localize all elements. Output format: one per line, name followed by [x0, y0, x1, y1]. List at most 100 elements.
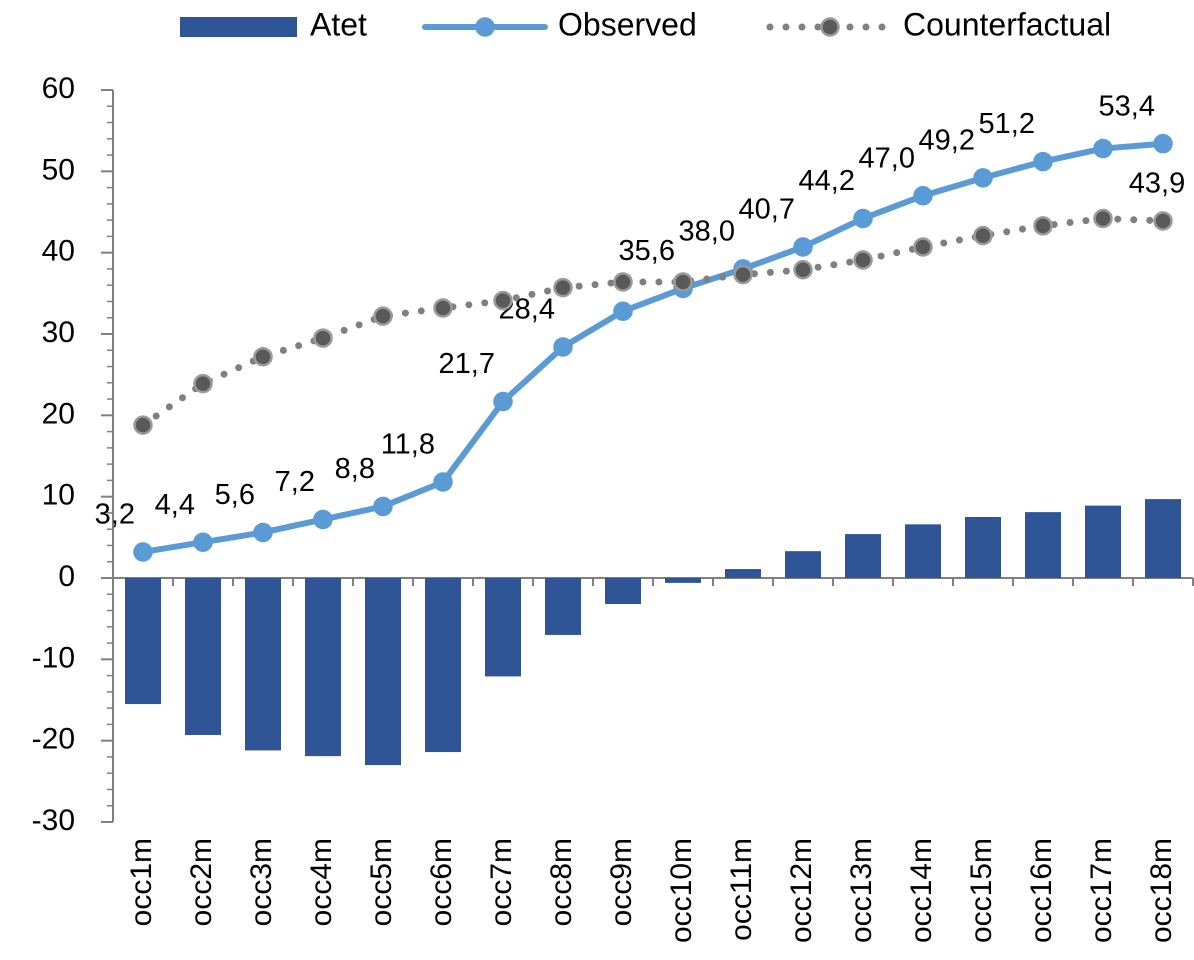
x-tick-label: occ17m — [1085, 838, 1118, 943]
x-tick-label: occ9m — [605, 838, 638, 926]
x-tick-label: occ16m — [1025, 838, 1058, 943]
marker — [613, 301, 633, 321]
marker — [433, 298, 453, 318]
x-tick-label: occ7m — [485, 838, 518, 926]
bar — [305, 578, 341, 757]
y-tick-label: 10 — [42, 479, 75, 512]
x-tick-label: occ15m — [965, 838, 998, 943]
data-label: 35,6 — [619, 235, 675, 267]
y-tick-label: 60 — [42, 72, 75, 105]
legend-swatch — [180, 17, 297, 37]
data-label: 11,8 — [381, 429, 435, 461]
data-label: 43,9 — [1129, 168, 1185, 200]
marker — [373, 496, 393, 517]
marker — [733, 264, 753, 285]
x-tick-label: occ18m — [1145, 838, 1178, 943]
y-tick-label: -20 — [32, 723, 75, 756]
marker — [1093, 208, 1113, 229]
marker — [1153, 133, 1173, 154]
bar — [365, 578, 401, 766]
marker — [133, 415, 153, 435]
bar — [725, 569, 761, 578]
data-label: 5,6 — [215, 479, 255, 511]
data-label: 40,7 — [739, 194, 795, 226]
marker — [973, 225, 993, 246]
y-tick-label: 30 — [42, 316, 75, 349]
marker — [553, 337, 573, 357]
legend-label: Atet — [310, 6, 367, 42]
bar — [185, 578, 221, 735]
x-tick-label: occ14m — [905, 838, 938, 943]
x-tick-label: occ11m — [725, 838, 758, 941]
y-tick-label: 20 — [42, 397, 75, 430]
x-tick-label: occ2m — [185, 838, 218, 926]
data-label: 44,2 — [799, 165, 855, 197]
bar — [545, 578, 581, 635]
legend-label: Observed — [558, 6, 697, 42]
bar — [1025, 512, 1061, 578]
bar — [245, 578, 281, 751]
bar — [965, 517, 1001, 578]
x-tick-label: occ6m — [425, 838, 458, 926]
x-tick-label: occ12m — [785, 838, 818, 943]
y-tick-label: -30 — [32, 804, 75, 837]
marker — [313, 509, 333, 530]
bar — [125, 578, 161, 705]
marker — [193, 373, 213, 394]
data-label: 21,7 — [439, 348, 495, 380]
line — [140, 140, 1166, 555]
data-label: 7,2 — [275, 466, 315, 498]
marker — [793, 259, 813, 280]
bar — [1085, 505, 1121, 578]
bar — [665, 578, 701, 583]
marker — [1033, 216, 1053, 236]
marker — [373, 306, 393, 326]
y-tick-label: 50 — [42, 153, 75, 186]
x-tick-label: occ10m — [665, 838, 698, 943]
marker — [913, 237, 933, 257]
marker — [313, 328, 333, 348]
marker — [493, 290, 513, 311]
bar — [425, 578, 461, 753]
line — [139, 215, 1167, 429]
marker — [133, 542, 153, 562]
marker — [853, 208, 873, 229]
data-label: 3,2 — [95, 499, 135, 531]
legend-label: Counterfactual — [903, 6, 1111, 42]
marker — [1093, 138, 1113, 159]
marker — [433, 472, 453, 492]
y-tick-label: -10 — [32, 641, 75, 674]
marker — [253, 522, 273, 543]
marker — [973, 168, 993, 188]
bar — [605, 578, 641, 605]
x-tick-label: occ1m — [125, 838, 158, 926]
data-label: 4,4 — [155, 489, 195, 521]
marker — [1033, 151, 1053, 172]
bar — [845, 534, 881, 578]
data-label: 8,8 — [335, 453, 375, 485]
bar — [1145, 499, 1181, 578]
x-tick-label: occ8m — [545, 838, 578, 926]
marker — [913, 185, 933, 206]
bar — [905, 524, 941, 578]
marker — [1153, 211, 1173, 231]
marker — [553, 277, 573, 298]
marker — [853, 250, 873, 270]
x-tick-label: occ4m — [305, 838, 338, 926]
bar — [485, 578, 521, 677]
legend-marker — [820, 17, 840, 37]
marker — [193, 532, 213, 552]
data-label: 51,2 — [979, 108, 1035, 140]
x-tick-label: occ5m — [365, 838, 398, 926]
y-tick-label: 40 — [42, 235, 75, 268]
marker — [793, 237, 813, 257]
marker — [613, 272, 633, 292]
legend-marker — [475, 17, 495, 37]
marker — [493, 391, 513, 412]
data-label: 47,0 — [859, 142, 915, 174]
x-tick-label: occ13m — [845, 838, 878, 943]
data-label: 38,0 — [679, 216, 735, 248]
marker — [673, 272, 693, 292]
y-tick-label: 0 — [58, 560, 75, 593]
